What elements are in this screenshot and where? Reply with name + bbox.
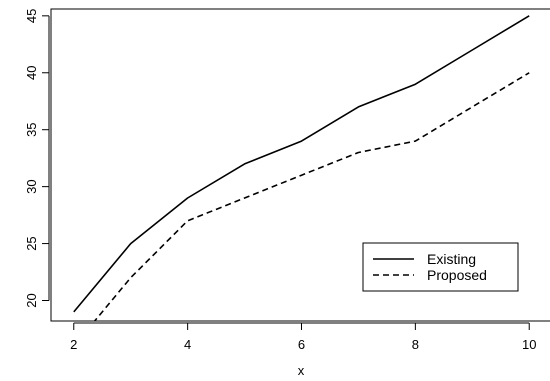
y-tick-label: 30 — [24, 179, 39, 193]
series-line-proposed — [93, 72, 530, 321]
y-axis: 20 25 30 35 40 45 — [24, 9, 50, 308]
x-axis-label: x — [298, 363, 305, 378]
plot-frame — [50, 8, 550, 322]
x-tick-label: 10 — [522, 337, 536, 352]
series-line-existing — [73, 15, 530, 313]
y-tick-label: 35 — [24, 122, 39, 136]
y-tick-label: 25 — [24, 236, 39, 250]
series-layer — [73, 15, 530, 321]
y-tick-label: 20 — [24, 293, 39, 307]
x-tick-label: 8 — [412, 337, 419, 352]
x-tick-label: 2 — [70, 337, 77, 352]
legend-box — [362, 242, 519, 292]
x-tick-label: 6 — [298, 337, 305, 352]
y-tick-label: 40 — [24, 66, 39, 80]
y-tick-label: 45 — [24, 9, 39, 23]
x-tick-label: 4 — [184, 337, 191, 352]
legend-label-existing: Existing — [427, 251, 476, 267]
x-axis: 2 4 6 8 10 — [70, 322, 536, 352]
legend-label-proposed: Proposed — [427, 267, 487, 283]
